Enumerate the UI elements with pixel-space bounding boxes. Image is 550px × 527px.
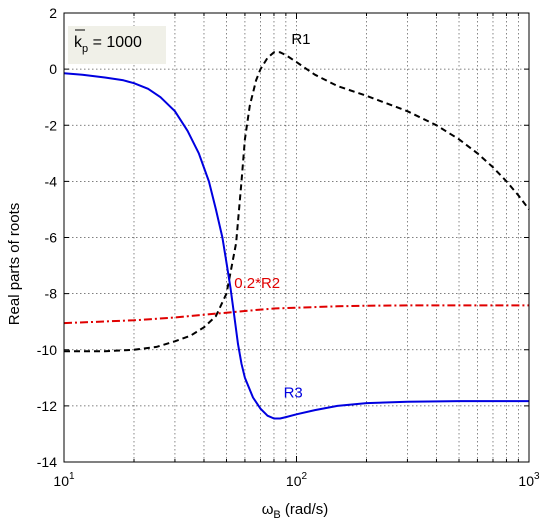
y-tick-label: -6 — [45, 230, 58, 246]
grid — [64, 13, 529, 462]
y-tick-label: -4 — [45, 173, 58, 189]
y-tick-label: -14 — [37, 454, 57, 470]
y-tick-label: 0 — [49, 61, 57, 77]
annotation-background — [68, 26, 166, 64]
annotation-var: k — [74, 34, 83, 51]
annotation-sub: p — [82, 43, 88, 55]
series-label-r1: R1 — [291, 31, 310, 48]
series-line-0-2-r2 — [63, 304, 529, 325]
series-label-r3: R3 — [284, 384, 303, 401]
y-axis-title: Real parts of roots — [6, 203, 23, 326]
y-tick-label: -12 — [37, 398, 57, 414]
svg-text:kp = 1000: kp = 1000 — [74, 34, 142, 55]
series-line-r3 — [63, 72, 529, 420]
series-line-r1 — [64, 51, 530, 353]
x-axis-title-rest: (rad/s) — [281, 501, 329, 518]
series-labels: R1 0.2*R2 R3 — [234, 31, 310, 402]
plot-lines — [63, 51, 530, 420]
x-axis-title-sub: B — [273, 509, 280, 521]
y-tick-label: -10 — [37, 342, 57, 358]
y-tick-label: -2 — [45, 117, 58, 133]
annotation-text: = 1000 — [88, 34, 142, 51]
x-axis-title: ωB (rad/s) — [262, 501, 329, 521]
x-tick-label: 103 — [518, 471, 540, 489]
y-tick-label: 2 — [49, 5, 57, 21]
annotation-box: kp = 1000 — [68, 26, 166, 64]
x-axis-title-symbol: ω — [262, 501, 274, 518]
x-tick-label: 102 — [286, 471, 308, 489]
y-tick-label: -8 — [45, 286, 58, 302]
x-tick-label: 101 — [53, 471, 75, 489]
series-label-0-2-r2: 0.2*R2 — [234, 275, 280, 292]
